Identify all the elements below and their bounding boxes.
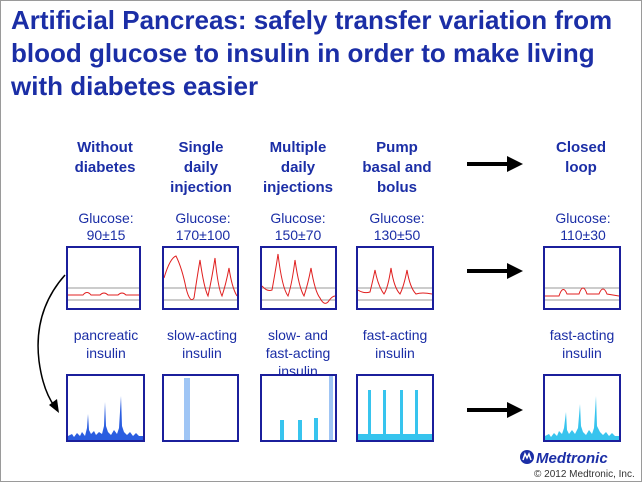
heading-closed-loop: Closed loop xyxy=(555,139,606,176)
insulin-plot-pancreatic xyxy=(66,374,145,442)
arrow-right-icon xyxy=(467,156,523,172)
glucose-plot-multiple-injections xyxy=(260,246,337,310)
glucose-value-5: 110±30 xyxy=(560,227,606,243)
insulin-label-slow-and-fast: slow- and fast-acting insulin xyxy=(265,327,331,379)
curved-arrow-icon xyxy=(37,274,66,413)
glucose-label-4: Glucose: xyxy=(369,210,425,226)
insulin-label-slow-acting: slow-acting insulin xyxy=(166,327,238,361)
glucose-plot-without-diabetes xyxy=(66,246,141,310)
glucose-plot-closed-loop xyxy=(543,246,621,310)
glucose-label-2: Glucose: xyxy=(175,210,231,226)
insulin-plot-pump xyxy=(356,374,434,442)
heading-multiple-injections: Multiple daily injections xyxy=(262,139,333,196)
glucose-plot-pump xyxy=(356,246,434,310)
slide-title: Artificial Pancreas: safely transfer var… xyxy=(11,5,613,101)
arrow-right-icon xyxy=(467,402,523,418)
glucose-label-5: Glucose: xyxy=(555,210,611,226)
heading-pump: Pump basal and bolus xyxy=(362,139,432,196)
medtronic-logo: Medtronic xyxy=(536,450,608,467)
insulin-label-fast-acting-pump: fast-acting insulin xyxy=(362,327,428,361)
insulin-label-pancreatic: pancreatic insulin xyxy=(73,327,139,361)
heading-single-injection: Single daily injection xyxy=(170,139,232,196)
glucose-value-1: 90±15 xyxy=(86,227,126,243)
glucose-value-4: 130±50 xyxy=(373,227,421,243)
glucose-label-1: Glucose: xyxy=(78,210,134,226)
insulin-label-fast-acting-closed: fast-acting insulin xyxy=(549,327,615,361)
arrow-right-icon xyxy=(467,263,523,279)
insulin-plot-slow-acting xyxy=(162,374,239,442)
heading-without-diabetes: Without diabetes xyxy=(74,139,136,176)
glucose-value-3: 150±70 xyxy=(274,227,322,243)
insulin-plot-closed-loop xyxy=(543,374,621,442)
insulin-plot-slow-and-fast xyxy=(260,374,337,442)
glucose-label-3: Glucose: xyxy=(270,210,326,226)
medtronic-logo-icon xyxy=(520,450,534,464)
glucose-plot-single-injection xyxy=(162,246,239,310)
copyright: © 2012 Medtronic, Inc. xyxy=(534,469,635,480)
glucose-value-2: 170±100 xyxy=(175,227,231,243)
